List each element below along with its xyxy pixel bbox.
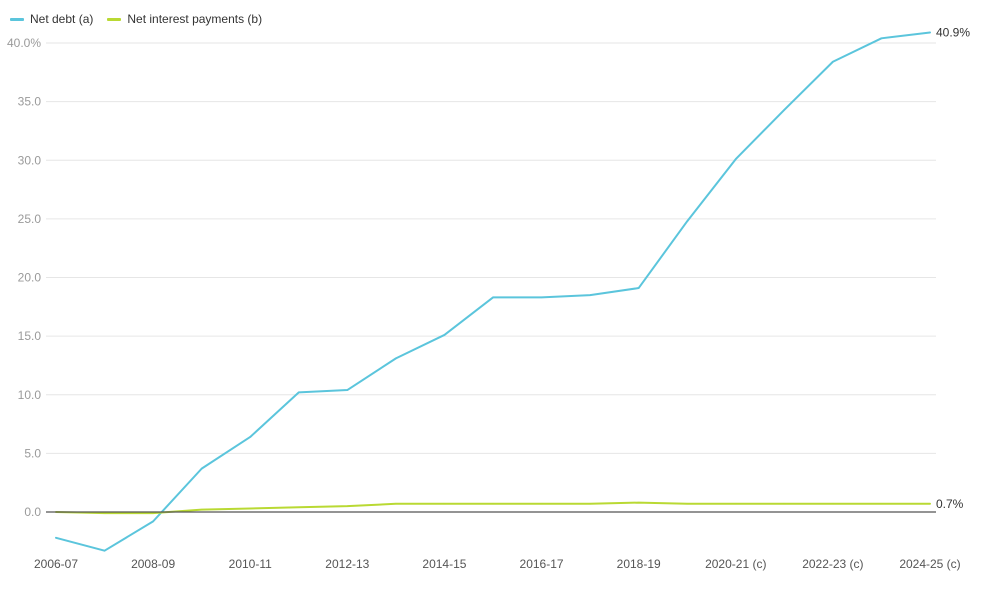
data-point <box>589 294 591 296</box>
data-point <box>880 503 882 505</box>
legend-label-net-debt: Net debt (a) <box>30 12 94 26</box>
data-point <box>298 391 300 393</box>
data-point <box>55 537 57 539</box>
data-point <box>492 503 494 505</box>
data-point <box>832 503 834 505</box>
series-line-1 <box>55 501 931 515</box>
x-tick-label: 2006-07 <box>34 557 78 571</box>
legend: Net debt (a) Net interest payments (b) <box>10 12 262 26</box>
legend-item-net-interest[interactable]: Net interest payments (b) <box>107 12 262 26</box>
data-point <box>783 503 785 505</box>
data-point <box>346 505 348 507</box>
data-point <box>637 501 639 503</box>
legend-swatch-net-debt <box>10 17 24 21</box>
data-point <box>686 503 688 505</box>
data-point <box>540 296 542 298</box>
y-tick-label: 30.0 <box>18 153 42 167</box>
series-line-0 <box>55 31 931 552</box>
x-tick-label: 2010-11 <box>229 557 272 571</box>
y-tick-label: 25.0 <box>18 212 42 226</box>
end-label: 0.7% <box>936 497 964 511</box>
y-tick-label: 15.0 <box>18 329 42 343</box>
legend-item-net-debt[interactable]: Net debt (a) <box>10 12 93 26</box>
y-tick-label: 35.0 <box>18 95 42 109</box>
data-point <box>929 31 931 33</box>
x-tick-label: 2020-21 (c) <box>705 557 766 571</box>
y-tick-label: 0.0 <box>24 505 41 519</box>
y-tick-label: 10.0 <box>18 388 42 402</box>
data-point <box>200 467 202 469</box>
data-point <box>783 109 785 111</box>
data-point <box>249 436 251 438</box>
data-point <box>880 37 882 39</box>
data-point <box>443 503 445 505</box>
data-point <box>735 503 737 505</box>
data-point <box>492 296 494 298</box>
x-tick-label: 2014-15 <box>422 557 466 571</box>
data-point <box>200 508 202 510</box>
data-point <box>346 389 348 391</box>
x-tick-label: 2012-13 <box>325 557 369 571</box>
data-point <box>686 220 688 222</box>
data-point <box>103 549 105 551</box>
x-tick-label: 2016-17 <box>520 557 564 571</box>
data-point <box>152 520 154 522</box>
data-point <box>637 287 639 289</box>
x-tick-label: 2022-23 (c) <box>802 557 863 571</box>
y-tick-label: 40.0% <box>7 36 41 50</box>
legend-label-net-interest: Net interest payments (b) <box>127 12 263 26</box>
data-point <box>735 158 737 160</box>
data-point <box>589 503 591 505</box>
y-tick-label: 20.0 <box>18 271 42 285</box>
x-tick-label: 2008-09 <box>131 557 175 571</box>
data-point <box>395 503 397 505</box>
data-point <box>395 357 397 359</box>
data-point <box>929 503 931 505</box>
data-point <box>298 506 300 508</box>
data-point <box>249 507 251 509</box>
data-point <box>540 503 542 505</box>
x-tick-label: 2018-19 <box>617 557 661 571</box>
y-tick-label: 5.0 <box>24 446 41 460</box>
x-tick-label: 2024-25 (c) <box>899 557 960 571</box>
end-label: 40.9% <box>936 25 970 39</box>
data-point <box>832 61 834 63</box>
legend-swatch-net-interest <box>107 17 122 21</box>
data-point <box>443 334 445 336</box>
